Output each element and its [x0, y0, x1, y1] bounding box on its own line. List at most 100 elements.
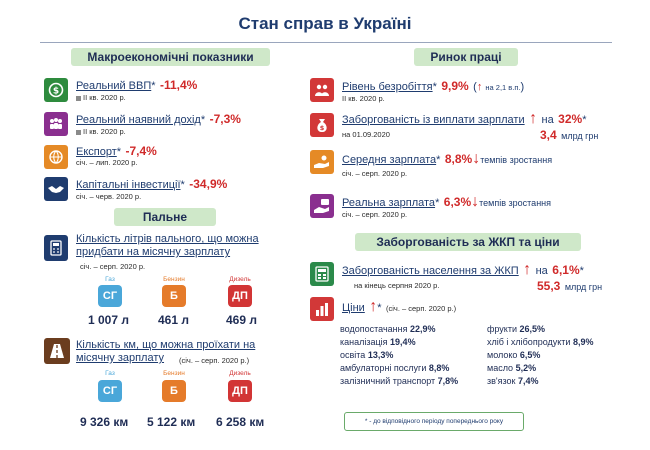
svg-text:$: $	[320, 124, 325, 132]
real-salary-value: 6,3%	[443, 195, 472, 209]
arrears-period: на 01.09.2020	[342, 130, 390, 139]
gdp-star: *	[151, 80, 156, 92]
gas-km-caption: Газ	[105, 370, 115, 377]
fuel-km-period: (січ. – серп. 2020 р.)	[179, 356, 250, 365]
investment-star: *	[180, 179, 185, 191]
list-item: фрукти 26,5%	[487, 324, 546, 334]
utility-debt-value: 6,1%	[552, 263, 580, 277]
petrol-liters-value: 461 л	[158, 313, 189, 327]
prices-label: Ціни	[342, 302, 365, 314]
income-value: -7,3%	[209, 112, 241, 126]
list-item: хліб і хлібопродукти 8,9%	[487, 337, 594, 347]
fuel-liters-period: січ. – серп. 2020 р.	[80, 262, 146, 271]
real-salary-period: січ. – серп. 2020 р.	[342, 210, 408, 219]
bar-chart-icon	[310, 297, 334, 321]
utility-debt-amount: 55,3	[537, 279, 561, 293]
prices-arrow: ↑	[369, 298, 378, 315]
avg-salary-arrow: ↓	[472, 150, 481, 167]
gas-km-badge: СГ	[98, 380, 122, 402]
svg-text:$: $	[53, 87, 59, 97]
salary-hand-icon	[310, 150, 334, 174]
utility-debt-arrow: ↑	[523, 261, 532, 278]
arrears-arrow: ↑	[529, 110, 538, 127]
road-icon	[44, 338, 70, 364]
list-item: каналізація 19,4%	[340, 337, 416, 347]
people-icon	[310, 78, 334, 102]
diesel-badge: ДП	[228, 285, 252, 307]
arrears-value: 32%	[558, 112, 583, 126]
petrol-km-badge: Б	[162, 380, 186, 402]
investment-label: Капітальні інвестиції	[76, 179, 181, 191]
investment-period: січ. – черв. 2020 р.	[76, 192, 142, 201]
export-period: січ. – лип. 2020 р.	[76, 158, 138, 167]
income-period: ІІ кв. 2020 р.	[76, 127, 126, 136]
avg-salary-note: темпів зростання	[480, 155, 553, 165]
macro-header: Макроекономічні показники	[71, 48, 270, 66]
list-item: масло 5,2%	[487, 363, 537, 373]
price-list-left: водопостачання 22,9% каналізація 19,4% о…	[340, 323, 458, 388]
fuel-liters-label: Кількість літрів пального, що можна прид…	[76, 233, 259, 258]
list-item: залізничний транспорт 7,8%	[340, 376, 459, 386]
footnote: * - до відповідного періоду попереднього…	[344, 412, 524, 431]
arrears-label: Заборгованість із виплати зарплати	[342, 114, 525, 126]
avg-salary-star: *	[436, 154, 441, 166]
unemployment-star: *	[432, 81, 437, 93]
meter-icon	[310, 262, 334, 286]
avg-salary-row: Середня зарплата* 8,8%↓темпів зростання	[342, 150, 552, 168]
arrears-row: Заборгованість із виплати зарплати ↑ на …	[342, 110, 586, 128]
diesel-km-value: 6 258 км	[216, 415, 265, 429]
title-divider	[40, 42, 612, 43]
export-label: Експорт	[76, 146, 117, 158]
unemployment-arrow: ↑	[476, 81, 483, 93]
real-salary-label: Реальна зарплата	[342, 197, 436, 209]
arrears-amount-row: 3,4 млрд грн	[540, 126, 598, 144]
handshake-icon	[44, 177, 68, 201]
prices-period: (січ. – серп. 2020 р.)	[386, 304, 457, 313]
utilities-header: Заборгованість за ЖКП та ціни	[355, 233, 581, 251]
real-salary-row: Реальна зарплата* 6,3%↓темпів зростання	[342, 193, 551, 211]
money-bag-icon: $	[310, 113, 334, 137]
fuel-header: Пальне	[114, 208, 216, 226]
gas-badge: СГ	[98, 285, 122, 307]
petrol-caption: Бензин	[163, 276, 185, 283]
diesel-caption: Дизель	[229, 276, 251, 283]
prices-star: *	[377, 302, 382, 314]
income-row: Реальний наявний дохід* -7,3%	[76, 110, 241, 128]
wallet-hand-icon	[310, 194, 334, 218]
real-salary-note: темпів зростання	[479, 198, 552, 208]
export-star: *	[116, 146, 122, 158]
investment-row: Капітальні інвестиції* -34,9%	[76, 175, 227, 193]
diesel-km-caption: Дизель	[229, 370, 251, 377]
gdp-value: -11,4%	[159, 78, 198, 92]
utility-debt-unit: млрд грн	[564, 282, 603, 292]
utility-debt-change: на	[535, 265, 548, 277]
income-label: Реальний наявний дохід	[76, 114, 201, 126]
avg-salary-value: 8,8%	[444, 152, 473, 166]
gas-caption: Газ	[105, 276, 115, 283]
petrol-badge: Б	[162, 285, 186, 307]
arrears-unit: млрд грн	[561, 131, 599, 141]
income-star: *	[200, 114, 206, 126]
income-icon	[44, 112, 68, 136]
export-row: Експорт* -7,4%	[76, 142, 157, 160]
investment-value: -34,9%	[189, 177, 228, 191]
labor-header: Ринок праці	[414, 48, 518, 66]
unemployment-row: Рівень безробіття* 9,9% (↑ на 2,1 в.п.)	[342, 79, 525, 93]
export-icon	[44, 145, 68, 169]
export-value: -7,4%	[125, 144, 157, 158]
calculator-icon	[44, 235, 68, 261]
gas-liters-value: 1 007 л	[88, 313, 129, 327]
unemployment-label: Рівень безробіття	[342, 81, 433, 93]
petrol-km-value: 5 122 км	[147, 415, 196, 429]
gas-km-value: 9 326 км	[80, 415, 129, 429]
diesel-km-badge: ДП	[228, 380, 252, 402]
unemployment-period: ІІ кв. 2020 р.	[342, 94, 385, 103]
arrears-star: *	[582, 114, 587, 126]
fuel-km-label: Кількість км, що можна проїхати на місяч…	[76, 339, 256, 364]
list-item: зв'язок 7,4%	[487, 376, 539, 386]
gdp-period: ІІ кв. 2020 р.	[76, 93, 126, 102]
arrears-amount: 3,4	[540, 128, 557, 142]
utility-debt-row: Заборгованість населення за ЖКП ↑ на 6,1…	[342, 261, 584, 279]
gdp-label: Реальний ВВП	[76, 80, 152, 92]
real-salary-arrow: ↓	[471, 193, 480, 210]
